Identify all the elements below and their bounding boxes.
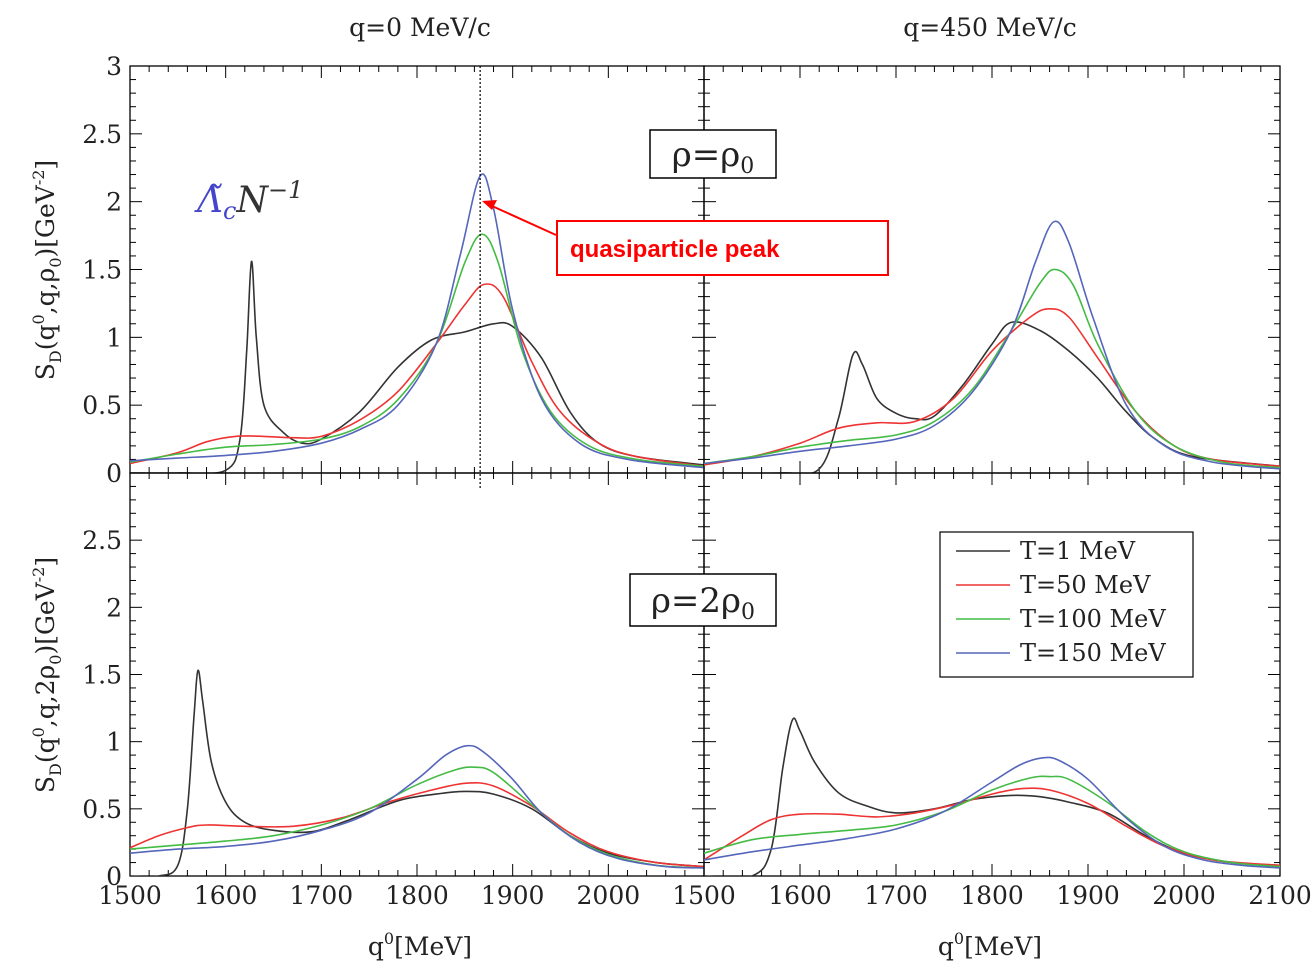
series-t-150-mev — [704, 756, 1280, 869]
panel-bottom-left: 0 0.5 1 1.5 2 2.5 1500 1600 1700 1800 1900 2000 — [82, 472, 705, 910]
col-title-left: q=0 MeV/c — [349, 13, 491, 42]
x-tick-label: 1800 — [385, 881, 449, 910]
formula-label: Λ̃cN−1 — [194, 176, 303, 225]
x-tick-label: 1900 — [1056, 881, 1120, 910]
y-tick-label: 3 — [106, 52, 122, 81]
series-t-50-mev — [704, 787, 1280, 867]
series-t-1-mev — [130, 260, 704, 473]
col-title-right: q=450 MeV/c — [903, 13, 1077, 42]
callout-text: quasiparticle peak — [570, 236, 780, 263]
svg-text:ρ=2ρ0: ρ=2ρ0 — [651, 581, 755, 625]
y-tick-label: 0 — [106, 459, 122, 488]
x-tick-label: 1800 — [960, 881, 1024, 910]
callout-box — [556, 220, 889, 276]
series-t-150-mev — [130, 173, 704, 469]
y-tick-label: 2 — [106, 188, 122, 217]
legend-label: T=1 MeV — [1020, 537, 1136, 565]
y-tick-label: 0.5 — [82, 795, 122, 824]
y-tick-label: 0.5 — [82, 391, 122, 420]
series-t-150-mev — [130, 744, 704, 869]
legend-label: T=150 MeV — [1020, 639, 1166, 667]
series-t-1-mev — [704, 717, 1280, 876]
y-tick-label: 2.5 — [82, 526, 122, 555]
density-box-top: ρ=ρ0 — [649, 129, 777, 179]
legend-label: T=100 MeV — [1020, 605, 1166, 633]
series-t-100-mev — [130, 766, 704, 869]
ylabel-bottom: SD(q0,q,2ρ0)[GeV-2] — [29, 557, 65, 793]
y-tick-label: 1.5 — [82, 661, 122, 690]
x-tick-label: 1600 — [194, 881, 258, 910]
x-tick-label: 1900 — [481, 881, 545, 910]
y-tick-label: 2.5 — [82, 120, 122, 149]
x-tick-label: 1600 — [768, 881, 832, 910]
plot-panels: 0 0.5 1 1.5 2 2.5 3 0 0.5 1 1.5 2 2.5 1500 1600 1700 180… — [82, 52, 1312, 910]
series-t-100-mev — [704, 775, 1280, 868]
panel-bottom-right: 1500 1600 1700 1800 1900 2000 2100 — [672, 472, 1312, 910]
series-t-150-mev — [704, 220, 1280, 470]
ylabel-top: SD(q0,q,ρ0)[GeV-2] — [29, 160, 65, 380]
density-box-bottom: ρ=2ρ0 — [629, 573, 777, 627]
callout-arrow-line — [491, 205, 557, 236]
series-t-100-mev — [130, 233, 704, 467]
x-tick-label: 2100 — [1248, 881, 1312, 910]
quasiparticle-callout: quasiparticle peak — [482, 200, 889, 276]
series-t-50-mev — [130, 781, 704, 868]
y-tick-label: 1 — [106, 728, 122, 757]
xlabel-right: q0[MeV] — [938, 929, 1042, 961]
x-tick-label: 1700 — [290, 881, 354, 910]
y-tick-label: 1.5 — [82, 256, 122, 285]
legend: T=1 MeV T=50 MeV T=100 MeV T=150 MeV — [939, 531, 1194, 678]
series-t-100-mev — [704, 268, 1280, 469]
x-tick-label: 2000 — [577, 881, 641, 910]
x-tick-label: 1500 — [672, 881, 736, 910]
series-t-50-mev — [704, 307, 1280, 467]
xlabel-left: q0[MeV] — [368, 929, 472, 961]
series-t-1-mev — [130, 669, 704, 876]
series-t-50-mev — [130, 283, 704, 467]
x-tick-label: 2000 — [1152, 881, 1216, 910]
legend-label: T=50 MeV — [1020, 571, 1151, 599]
panel-frame — [129, 472, 705, 877]
series-t-1-mev — [704, 321, 1280, 473]
y-tick-label: 1 — [106, 323, 122, 352]
x-tick-label: 1700 — [864, 881, 928, 910]
callout-arrow-head — [482, 200, 497, 210]
y-tick-label: 2 — [106, 593, 122, 622]
x-tick-label: 1500 — [98, 881, 162, 910]
panel-top-left: 0 0.5 1 1.5 2 2.5 3 — [82, 52, 705, 488]
y-tick-label: 0 — [106, 862, 122, 891]
